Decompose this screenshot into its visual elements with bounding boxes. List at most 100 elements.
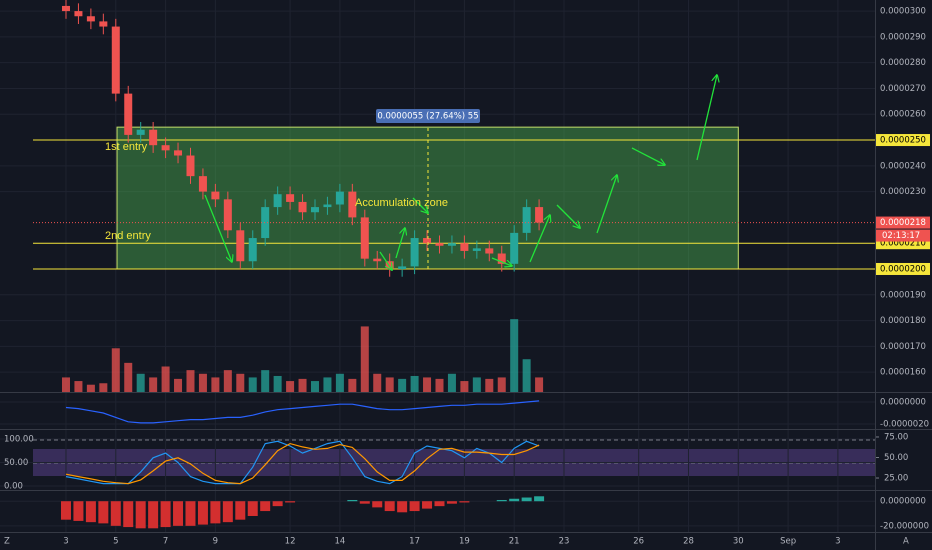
x-tick-label: 21 (509, 537, 520, 547)
y-tick-label: -20.000000 (880, 521, 929, 531)
volume-bar (335, 373, 344, 392)
candle-body (323, 204, 332, 208)
level-box (876, 134, 930, 147)
volume-bar (485, 378, 494, 392)
y-tick-label: 100.00 (4, 434, 34, 444)
volume-bar (348, 378, 357, 392)
level-label: 0.0000200 (880, 264, 926, 274)
series-line (65, 440, 540, 485)
y-tick-label: 0.00 (4, 482, 23, 492)
candle-body (360, 217, 369, 259)
volume-bar (385, 377, 394, 392)
series-line (65, 442, 540, 485)
y2-tick-label: 50.00 (884, 453, 908, 463)
volume-bar (423, 377, 432, 392)
y-tick-label: 0.0000180 (880, 316, 926, 326)
histogram-bar (384, 501, 395, 512)
x-tick-label: 23 (559, 537, 570, 547)
x-tick-label: 12 (285, 537, 296, 547)
histogram-bar (135, 501, 146, 529)
histogram-bar (509, 498, 520, 502)
candle-body (447, 243, 456, 246)
histogram-bar (534, 496, 545, 502)
button[interactable]: Z (4, 537, 10, 547)
y-tick-label: 0.0000260 (880, 110, 926, 120)
candle-body (174, 150, 183, 156)
volume-bar (398, 378, 407, 392)
candle-body (298, 201, 307, 213)
histogram-bar (60, 501, 71, 520)
histogram-bar (148, 501, 159, 529)
y2-tick-label: 75.00 (884, 432, 908, 442)
y-tick-label: 0.0000280 (880, 58, 926, 68)
candle-body (410, 238, 419, 267)
volume-bar (124, 362, 133, 392)
candle-body (111, 26, 120, 94)
volume-bar (472, 377, 481, 392)
candle-body (460, 243, 469, 251)
histogram-bar (247, 501, 258, 516)
histogram-bar (222, 501, 233, 523)
arrow (204, 194, 232, 262)
arrow (556, 204, 580, 228)
x-tick-label: 5 (113, 537, 118, 547)
volume-bar (286, 381, 295, 392)
volume-bar (298, 378, 307, 392)
volume-bar (211, 377, 220, 392)
volume-bar (198, 373, 207, 392)
histogram-bar (446, 501, 457, 504)
y2-tick-label: 25.00 (884, 474, 908, 484)
y-tick-label: 0.0000290 (880, 32, 926, 42)
countdown: 02:13:17 (882, 231, 920, 241)
y-tick-label: 0.0000270 (880, 84, 926, 94)
x-tick-label: 9 (213, 537, 218, 547)
histogram-bar (185, 501, 196, 526)
volume-bar (186, 370, 195, 392)
x-tick-label: 3 (63, 537, 68, 547)
histogram-bar (98, 501, 109, 524)
volume-bar (410, 375, 419, 392)
candle-body (136, 129, 145, 135)
candle-body (273, 194, 282, 208)
candle-body (398, 266, 407, 269)
arrow (696, 75, 717, 161)
volume-bar (435, 378, 444, 392)
volume-bar (74, 381, 83, 392)
candle-body (211, 191, 220, 200)
x-tick-label: 28 (683, 537, 694, 547)
volume-bar (510, 319, 519, 392)
level-label: 0.0000210 (880, 239, 926, 249)
annotation: 2nd entry (105, 230, 151, 242)
y-tick-label: 0.0000230 (880, 187, 926, 197)
y-tick-label: 0.0000000 (880, 398, 926, 408)
volume-bar (261, 370, 270, 392)
x-tick-label: 17 (409, 537, 420, 547)
level-label: 0.0000250 (880, 136, 926, 146)
histogram-bar (347, 499, 358, 502)
histogram-bar (372, 501, 383, 508)
candle-body (497, 253, 506, 264)
candle-body (485, 248, 494, 254)
volume-bar (149, 377, 158, 392)
histogram-bar (160, 501, 171, 528)
candle-body (223, 199, 232, 231)
y-tick-label: 0.0000300 (880, 7, 926, 17)
histogram-bar (173, 501, 184, 526)
volume-bar (99, 383, 108, 392)
volume-bar (86, 384, 95, 392)
x-tick-label: 14 (334, 537, 345, 547)
candle-body (74, 11, 83, 17)
button[interactable]: A (903, 537, 909, 547)
candle-body (535, 207, 544, 223)
volume-bar (248, 377, 257, 392)
volume-bar (460, 381, 469, 392)
x-tick-label: 30 (733, 537, 744, 547)
x-tick-label: Sep (780, 537, 796, 547)
arrow (379, 251, 392, 270)
arrow (412, 197, 428, 213)
x-tick-label: 7 (163, 537, 168, 547)
volume-bar (447, 373, 456, 392)
arrow (491, 257, 512, 266)
volume-bar (61, 377, 70, 392)
